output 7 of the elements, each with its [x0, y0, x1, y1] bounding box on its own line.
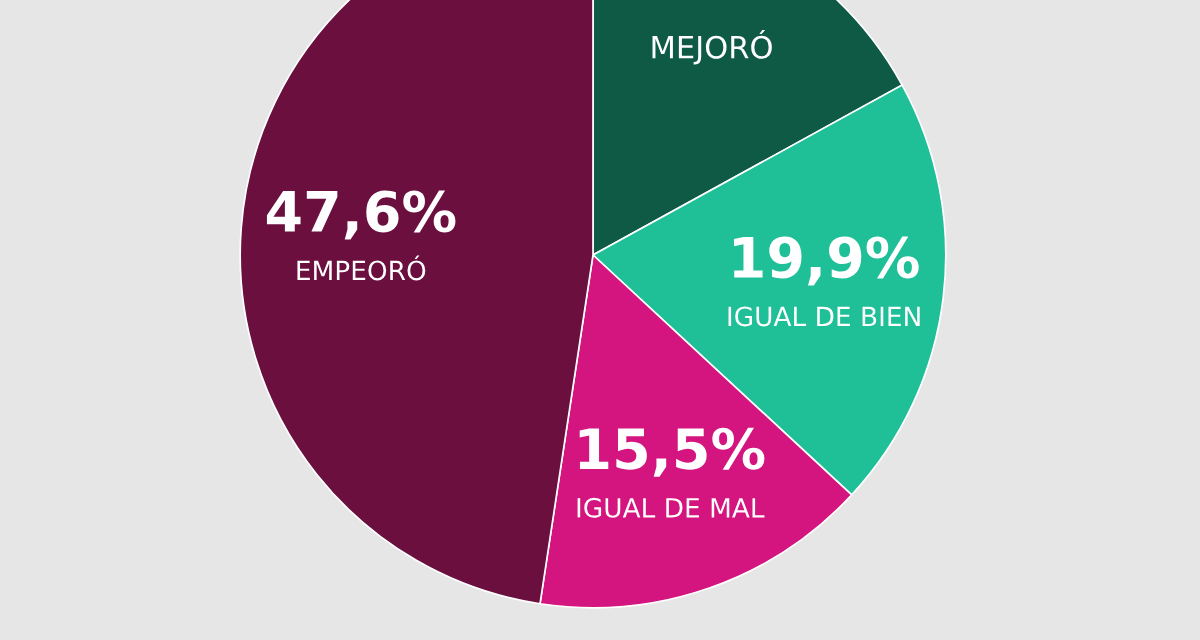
slice-label: EMPEORÓ: [297, 255, 426, 281]
slice-label: IGUAL DE MAL: [577, 497, 765, 518]
slice-label: IGUAL DE BIEN: [728, 306, 920, 327]
slice-label: MEJORÓ: [652, 30, 772, 65]
data-label: 47,6%: [266, 190, 456, 240]
data-label: 19,9%: [734, 236, 919, 286]
data-label: 15,5%: [579, 427, 765, 477]
